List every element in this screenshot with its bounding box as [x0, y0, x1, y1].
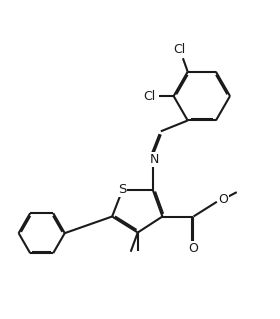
Text: Cl: Cl: [174, 43, 186, 56]
Text: S: S: [118, 183, 127, 197]
Text: Cl: Cl: [143, 90, 156, 103]
Text: N: N: [150, 153, 159, 166]
Text: O: O: [188, 242, 199, 255]
Text: O: O: [218, 193, 228, 206]
